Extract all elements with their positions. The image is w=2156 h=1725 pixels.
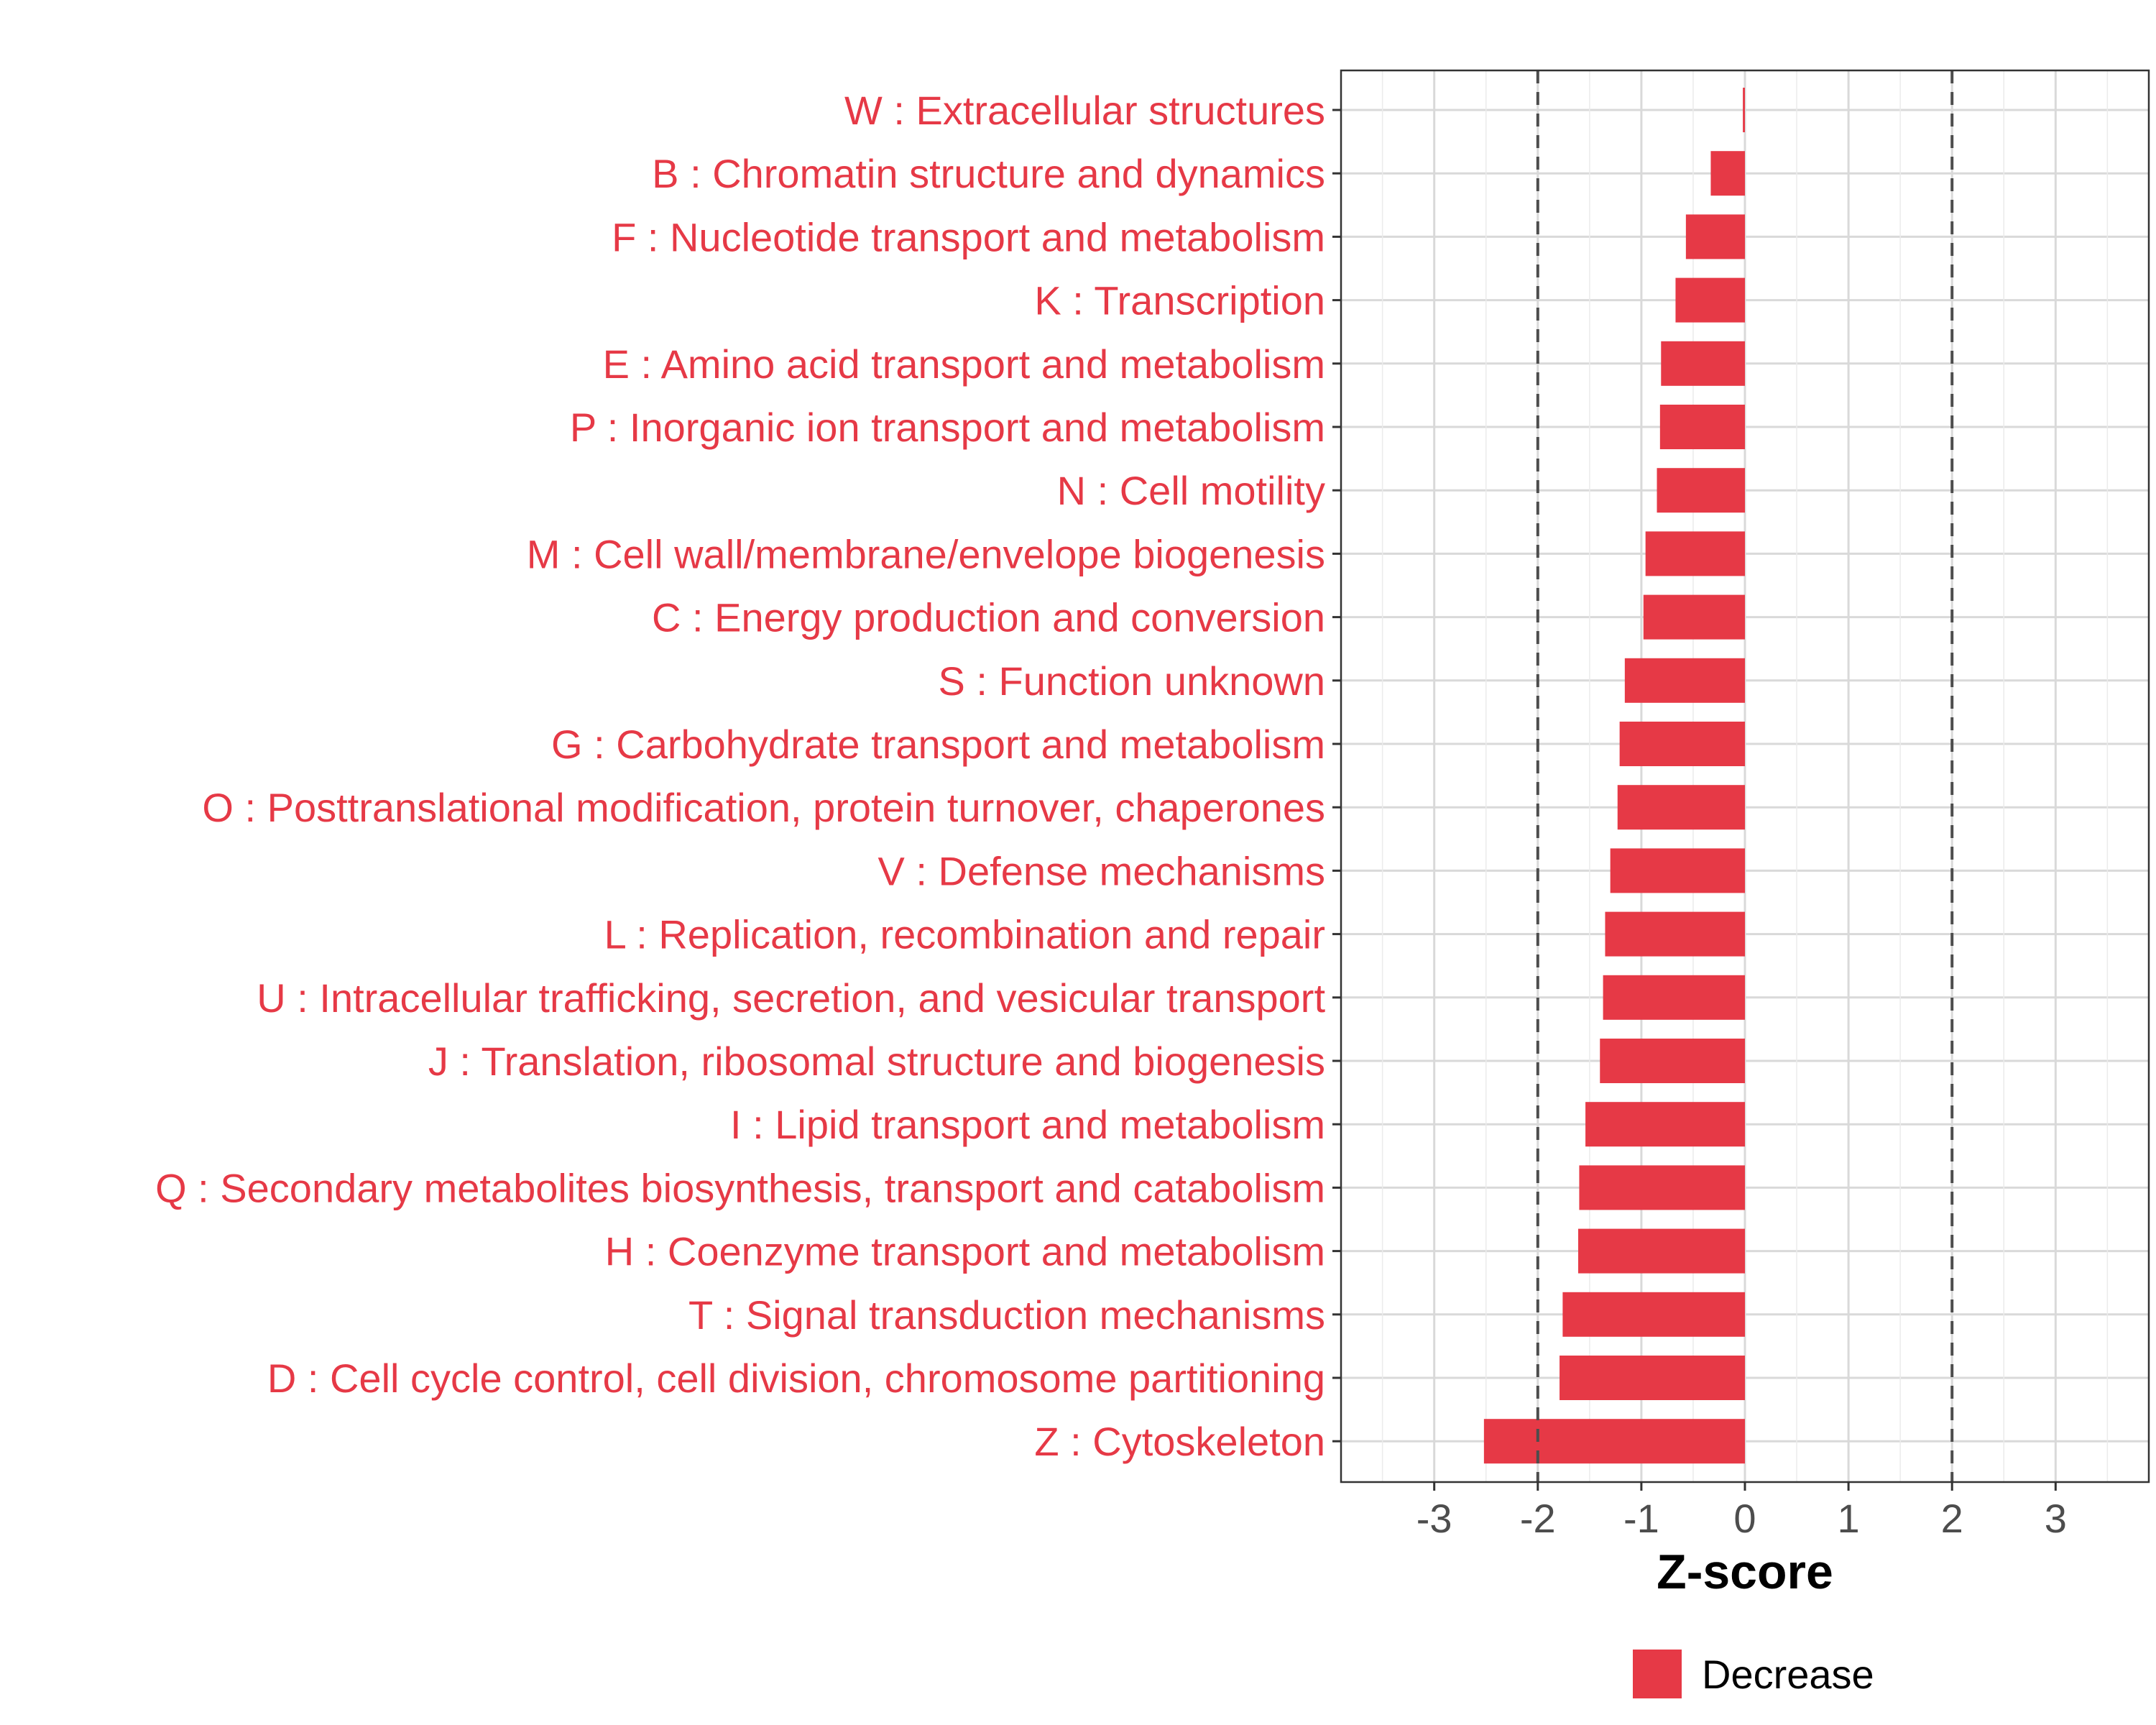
x-tick-label: 3 xyxy=(2045,1496,2067,1541)
category-label: I : Lipid transport and metabolism xyxy=(730,1102,1325,1147)
bar xyxy=(1585,1102,1745,1147)
category-label: Q : Secondary metabolites biosynthesis, … xyxy=(155,1165,1325,1210)
x-tick-label: 1 xyxy=(1838,1496,1860,1541)
legend-key-decrease xyxy=(1633,1650,1682,1698)
x-tick-label: -3 xyxy=(1416,1496,1452,1541)
category-label: F : Nucleotide transport and metabolism xyxy=(612,214,1325,259)
category-labels: W : Extracellular structures B : Chromati… xyxy=(155,88,1341,1464)
bar xyxy=(1610,848,1745,893)
bar xyxy=(1605,911,1745,957)
bar xyxy=(1600,1039,1745,1083)
bar xyxy=(1560,1356,1745,1400)
bar xyxy=(1710,151,1745,196)
category-label: P : Inorganic ion transport and metaboli… xyxy=(570,405,1325,450)
category-label: K : Transcription xyxy=(1034,278,1325,323)
bar xyxy=(1657,468,1745,513)
category-label: Z : Cytoskeleton xyxy=(1034,1419,1325,1464)
legend: Decrease xyxy=(1633,1650,1874,1698)
bar xyxy=(1577,1228,1745,1274)
category-label: C : Energy production and conversion xyxy=(652,595,1325,640)
category-label: H : Coenzyme transport and metabolism xyxy=(605,1229,1325,1274)
legend-label-decrease: Decrease xyxy=(1702,1652,1874,1697)
category-label: L : Replication, recombination and repai… xyxy=(604,912,1325,957)
bars xyxy=(1483,88,1745,1464)
bar xyxy=(1579,1165,1745,1210)
bar xyxy=(1675,277,1745,323)
bar xyxy=(1685,214,1745,259)
category-label: B : Chromatin structure and dynamics xyxy=(652,151,1325,196)
category-label: N : Cell motility xyxy=(1057,468,1325,513)
category-label: S : Function unknown xyxy=(938,658,1325,704)
category-label: U : Intracellular trafficking, secretion… xyxy=(257,975,1325,1021)
bar xyxy=(1619,722,1745,766)
bar xyxy=(1562,1292,1745,1337)
category-label: G : Carbohydrate transport and metabolis… xyxy=(551,722,1325,767)
x-tick-label: -2 xyxy=(1520,1496,1556,1541)
category-label: T : Signal transduction mechanisms xyxy=(688,1292,1325,1338)
bar xyxy=(1643,594,1745,640)
category-label: V : Defense mechanisms xyxy=(878,848,1325,893)
bar xyxy=(1483,1419,1745,1464)
category-label: W : Extracellular structures xyxy=(844,88,1325,133)
x-axis-title: Z-score xyxy=(1657,1545,1833,1599)
bar xyxy=(1617,785,1745,830)
x-tick-label: 0 xyxy=(1733,1496,1756,1541)
bar xyxy=(1603,975,1745,1020)
category-label: D : Cell cycle control, cell division, c… xyxy=(267,1356,1325,1401)
category-label: M : Cell wall/membrane/envelope biogenes… xyxy=(527,531,1325,576)
category-label: O : Posttranslational modification, prot… xyxy=(202,785,1325,830)
bar xyxy=(1645,531,1745,576)
category-label: J : Translation, ribosomal structure and… xyxy=(428,1039,1325,1084)
reference-lines xyxy=(1536,70,1954,1482)
x-axis-ticks: -3 -2 -1 0 1 2 3 xyxy=(1416,1482,2067,1541)
bar xyxy=(1624,658,1745,703)
bar xyxy=(1661,341,1745,386)
x-tick-label: -1 xyxy=(1623,1496,1659,1541)
category-label: E : Amino acid transport and metabolism xyxy=(603,341,1325,387)
bar xyxy=(1743,88,1745,132)
bar xyxy=(1659,405,1745,449)
x-tick-label: 2 xyxy=(1941,1496,1963,1541)
